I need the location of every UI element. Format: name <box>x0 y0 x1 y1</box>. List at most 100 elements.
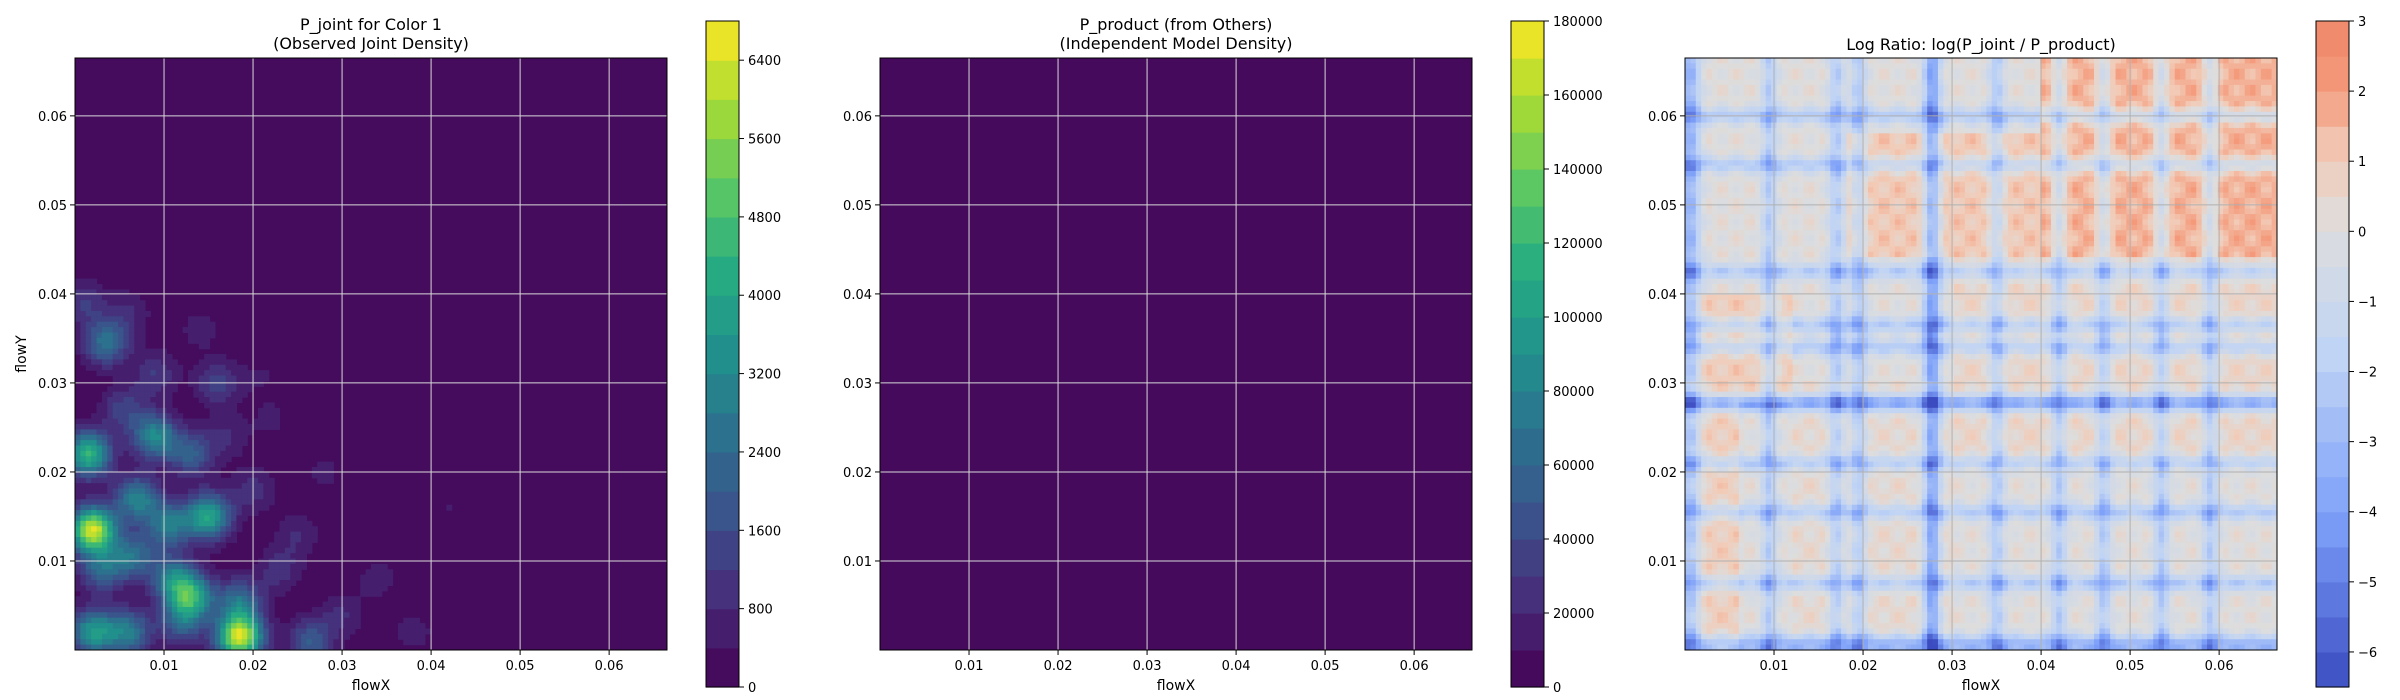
heatmap-cell <box>2153 138 2160 145</box>
heatmap-cell <box>101 327 108 334</box>
heatmap-cell <box>188 520 194 527</box>
heatmap-cell <box>1851 106 1858 113</box>
heatmap-cell <box>209 370 216 377</box>
heatmap-cell <box>2180 106 2187 113</box>
heatmap-cell <box>1685 138 1691 145</box>
heatmap-cell <box>123 418 130 425</box>
heatmap-cell <box>2040 79 2047 86</box>
xtick-label: 0.02 <box>239 659 268 674</box>
heatmap-cell <box>2002 106 2009 113</box>
heatmap-cell <box>2002 90 2009 97</box>
heatmap-cell <box>96 488 103 495</box>
heatmap-cell <box>204 623 211 630</box>
heatmap-cell <box>2024 165 2031 172</box>
heatmap-cell <box>91 321 98 328</box>
heatmap-cell <box>274 628 281 635</box>
heatmap-cell <box>2077 154 2084 161</box>
heatmap-cell <box>75 612 81 619</box>
heatmap-cell <box>2115 160 2122 167</box>
heatmap-cell <box>2120 95 2127 102</box>
heatmap-cell <box>144 628 151 635</box>
heatmap-cell <box>2196 111 2203 118</box>
heatmap-cell <box>177 450 184 457</box>
heatmap-cell <box>107 461 114 468</box>
heatmap-cell <box>1792 165 1799 172</box>
heatmap-cell <box>1808 106 1815 113</box>
heatmap-cell <box>225 536 232 543</box>
heatmap-cell <box>2147 171 2154 177</box>
heatmap-cell <box>2137 68 2144 75</box>
heatmap-cell <box>268 569 275 576</box>
heatmap-cell <box>123 574 130 581</box>
heatmap-cell <box>1787 95 1794 102</box>
heatmap-cell <box>150 483 157 490</box>
heatmap-cell <box>107 440 114 447</box>
xtick-label: 0.01 <box>955 659 984 674</box>
heatmap-cell <box>414 623 421 630</box>
heatmap-cell <box>96 284 103 291</box>
heatmap-cell <box>128 434 135 441</box>
heatmap-cell <box>1846 101 1853 108</box>
heatmap-cell <box>1733 165 1740 172</box>
heatmap-cell <box>112 520 119 527</box>
heatmap-cell <box>2158 138 2165 145</box>
heatmap-cell <box>214 644 221 650</box>
heatmap-cell <box>1781 138 1788 145</box>
heatmap-cell <box>252 483 259 490</box>
heatmap-cell <box>1959 171 1966 177</box>
heatmap-cell <box>2217 117 2224 124</box>
heatmap-cell <box>1733 122 1740 129</box>
heatmap-cell <box>96 574 103 581</box>
heatmap-cell <box>123 289 130 296</box>
heatmap-cell <box>134 606 141 613</box>
heatmap-cell <box>274 542 281 549</box>
heatmap-cell <box>2088 122 2095 129</box>
heatmap-cell <box>128 606 135 613</box>
heatmap-cell <box>91 542 98 549</box>
heatmap-cell <box>263 580 270 587</box>
heatmap-cell <box>177 531 184 538</box>
heatmap-cell <box>134 580 141 587</box>
heatmap-cell <box>1905 154 1912 161</box>
heatmap-cell <box>112 423 119 430</box>
heatmap-cell <box>171 477 178 484</box>
heatmap-cell <box>1749 165 1756 172</box>
heatmap-cell <box>1803 160 1810 167</box>
heatmap-cell <box>193 450 200 457</box>
heatmap-cell <box>1690 74 1697 81</box>
heatmap-cell <box>1916 84 1923 91</box>
heatmap-cell <box>2201 138 2208 145</box>
heatmap-cell <box>247 612 254 619</box>
heatmap-cell <box>1760 154 1767 161</box>
heatmap-cell <box>107 305 114 312</box>
heatmap-cell <box>1776 106 1783 113</box>
heatmap-cell <box>112 633 119 640</box>
heatmap-cell <box>166 515 173 522</box>
heatmap-cell <box>376 574 383 581</box>
heatmap-cell <box>2126 58 2133 64</box>
heatmap-cell <box>101 483 108 490</box>
heatmap-cell <box>80 477 87 484</box>
heatmap-cell <box>1798 63 1804 70</box>
heatmap-cell <box>1776 144 1783 151</box>
heatmap-cell <box>112 294 119 301</box>
heatmap-cell <box>1717 95 1724 102</box>
heatmap-cell <box>2158 176 2165 183</box>
heatmap-cell <box>182 504 189 511</box>
heatmap-cell <box>247 569 254 576</box>
heatmap-cell <box>2040 58 2047 64</box>
heatmap-cell <box>166 445 173 452</box>
heatmap-cell <box>134 547 141 554</box>
heatmap-cell <box>268 477 275 484</box>
heatmap-cell <box>1803 171 1810 177</box>
colorbar-tick-label: 60000 <box>1553 459 1594 474</box>
heatmap-cell <box>1814 79 1821 86</box>
heatmap-cell <box>107 633 114 640</box>
heatmap-cell <box>1889 144 1896 151</box>
heatmap-cell <box>2228 90 2235 97</box>
heatmap-cell <box>2250 111 2257 118</box>
heatmap-cell <box>1711 111 1718 118</box>
heatmap-cell <box>1981 154 1987 161</box>
heatmap-cell <box>2013 58 2020 64</box>
heatmap-cell <box>2029 63 2036 70</box>
